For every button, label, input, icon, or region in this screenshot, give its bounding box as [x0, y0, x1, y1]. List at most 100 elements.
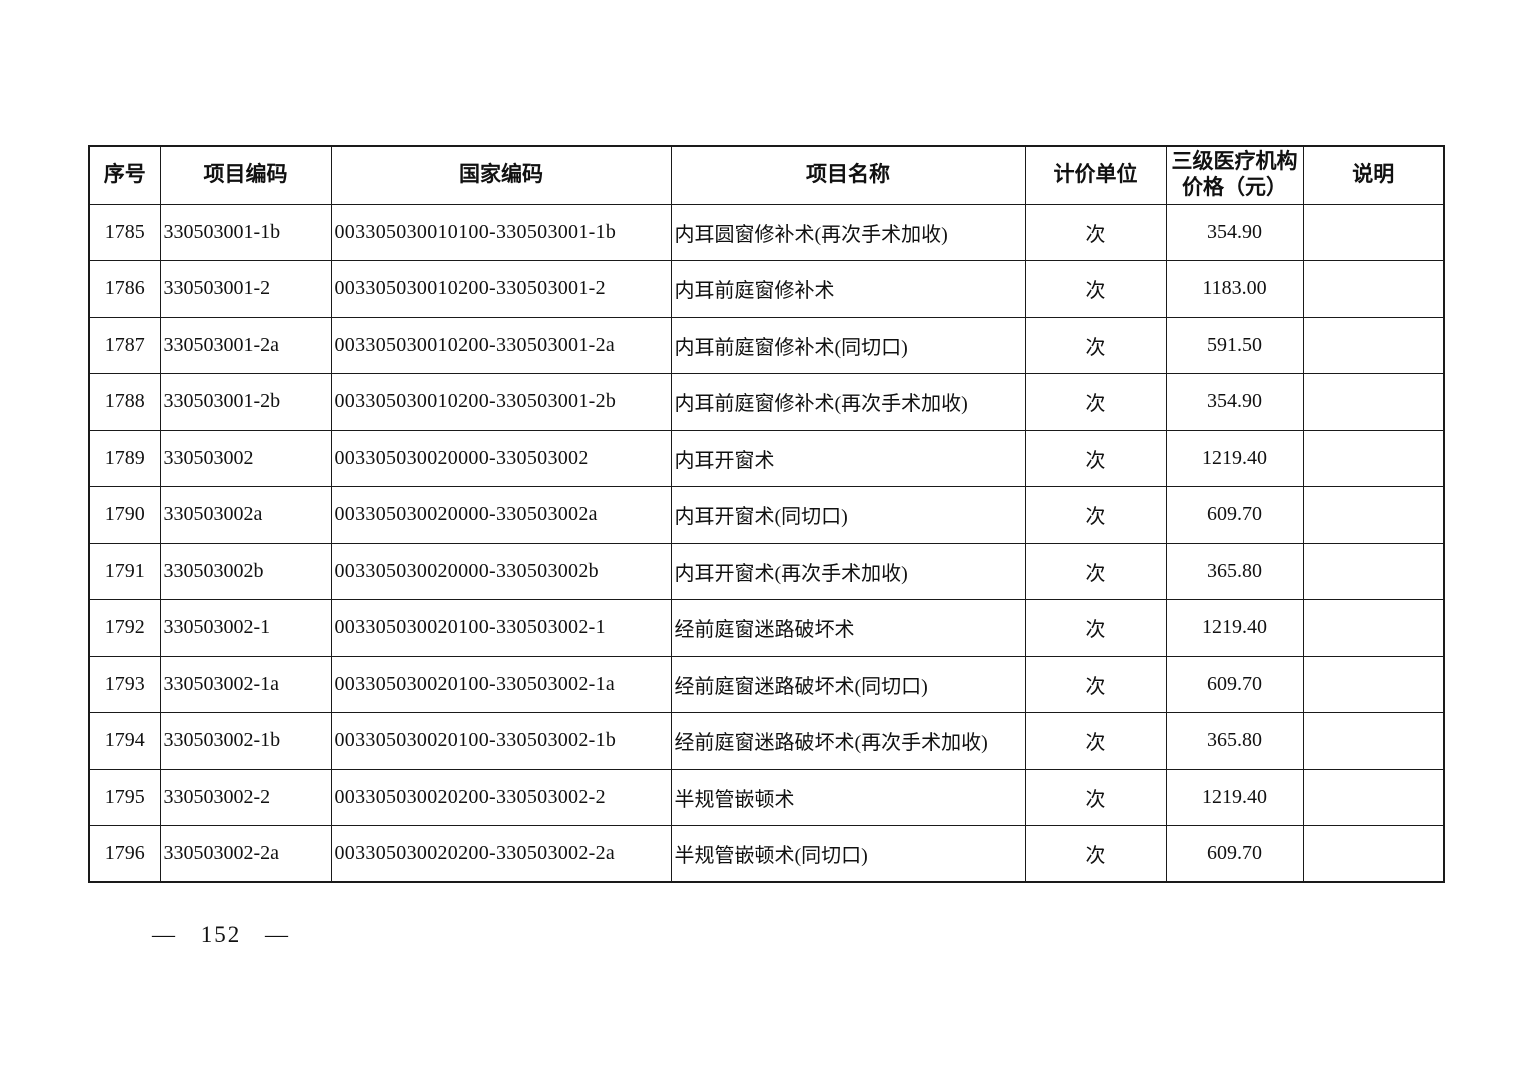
table-row: 1787 330503001-2a 003305030010200-33050300…	[88, 316, 1445, 374]
price-cell: 1219.40	[1165, 768, 1304, 826]
project-name-cell: 内耳圆窗修补术(再次手术加收)	[670, 203, 1026, 261]
header-row: 序号 项目编码 国家编码 项目名称 计价单位 三级医疗机构 价格（元） 说明	[88, 145, 1445, 205]
project-code-cell: 330503002a	[159, 486, 332, 544]
table-row: 1792 330503002-1 003305030020100-330503002…	[88, 599, 1445, 657]
note-cell	[1302, 768, 1445, 826]
note-cell	[1302, 712, 1445, 770]
national-code-cell: 003305030020200-330503002-2a	[330, 825, 672, 883]
project-code-cell: 330503001-2	[159, 260, 332, 318]
project-code-cell: 330503002-1a	[159, 655, 332, 713]
header-project-code: 项目编码	[159, 145, 332, 205]
project-code-cell: 330503001-2a	[159, 316, 332, 374]
price-cell: 1219.40	[1165, 429, 1304, 487]
project-name-cell: 内耳前庭窗修补术(再次手术加收)	[670, 373, 1026, 431]
national-code-cell: 003305030020100-330503002-1a	[330, 655, 672, 713]
seq-cell: 1792	[88, 599, 161, 657]
seq-cell: 1788	[88, 373, 161, 431]
header-price: 三级医疗机构 价格（元）	[1165, 145, 1304, 205]
project-name-cell: 经前庭窗迷路破坏术	[670, 599, 1026, 657]
seq-cell: 1786	[88, 260, 161, 318]
price-cell: 354.90	[1165, 373, 1304, 431]
seq-cell: 1793	[88, 655, 161, 713]
price-cell: 609.70	[1165, 486, 1304, 544]
national-code-cell: 003305030020100-330503002-1b	[330, 712, 672, 770]
price-cell: 609.70	[1165, 655, 1304, 713]
table-row: 1785 330503001-1b 003305030010100-33050300…	[88, 203, 1445, 261]
project-name-cell: 内耳开窗术(同切口)	[670, 486, 1026, 544]
table-body: 1785 330503001-1b 003305030010100-33050300…	[88, 203, 1445, 883]
header-national-code: 国家编码	[330, 145, 672, 205]
national-code-cell: 003305030020200-330503002-2	[330, 768, 672, 826]
header-seq: 序号	[88, 145, 161, 205]
national-code-cell: 003305030010200-330503001-2	[330, 260, 672, 318]
price-table: 序号 项目编码 国家编码 项目名称 计价单位 三级医疗机构 价格（元） 说明 1…	[88, 145, 1445, 883]
price-cell: 1219.40	[1165, 599, 1304, 657]
unit-cell: 次	[1024, 768, 1167, 826]
price-cell: 365.80	[1165, 542, 1304, 600]
price-table-container: 序号 项目编码 国家编码 项目名称 计价单位 三级医疗机构 价格（元） 说明 1…	[88, 145, 1445, 883]
seq-cell: 1785	[88, 203, 161, 261]
project-name-cell: 经前庭窗迷路破坏术(同切口)	[670, 655, 1026, 713]
table-row: 1790 330503002a 003305030020000-330503002a…	[88, 486, 1445, 544]
unit-cell: 次	[1024, 712, 1167, 770]
project-code-cell: 330503002-1b	[159, 712, 332, 770]
header-note: 说明	[1302, 145, 1445, 205]
header-project-name: 项目名称	[670, 145, 1026, 205]
unit-cell: 次	[1024, 429, 1167, 487]
note-cell	[1302, 373, 1445, 431]
note-cell	[1302, 316, 1445, 374]
unit-cell: 次	[1024, 203, 1167, 261]
note-cell	[1302, 203, 1445, 261]
project-code-cell: 330503002-1	[159, 599, 332, 657]
table-row: 1795 330503002-2 003305030020200-330503002…	[88, 768, 1445, 826]
price-cell: 609.70	[1165, 825, 1304, 883]
price-cell: 354.90	[1165, 203, 1304, 261]
note-cell	[1302, 825, 1445, 883]
seq-cell: 1787	[88, 316, 161, 374]
project-name-cell: 半规管嵌顿术	[670, 768, 1026, 826]
unit-cell: 次	[1024, 486, 1167, 544]
national-code-cell: 003305030020000-330503002b	[330, 542, 672, 600]
project-name-cell: 内耳开窗术	[670, 429, 1026, 487]
project-code-cell: 330503002-2	[159, 768, 332, 826]
project-name-cell: 经前庭窗迷路破坏术(再次手术加收)	[670, 712, 1026, 770]
table-row: 1793 330503002-1a 003305030020100-33050300…	[88, 655, 1445, 713]
note-cell	[1302, 655, 1445, 713]
national-code-cell: 003305030020000-330503002a	[330, 486, 672, 544]
table-header: 序号 项目编码 国家编码 项目名称 计价单位 三级医疗机构 价格（元） 说明	[88, 145, 1445, 205]
table-row: 1788 330503001-2b 003305030010200-33050300…	[88, 373, 1445, 431]
unit-cell: 次	[1024, 260, 1167, 318]
note-cell	[1302, 542, 1445, 600]
project-name-cell: 内耳开窗术(再次手术加收)	[670, 542, 1026, 600]
note-cell	[1302, 486, 1445, 544]
seq-cell: 1795	[88, 768, 161, 826]
page-number: — 152 —	[152, 922, 290, 947]
project-code-cell: 330503001-1b	[159, 203, 332, 261]
national-code-cell: 003305030020100-330503002-1	[330, 599, 672, 657]
price-cell: 591.50	[1165, 316, 1304, 374]
unit-cell: 次	[1024, 825, 1167, 883]
table-row: 1794 330503002-1b 003305030020100-33050300…	[88, 712, 1445, 770]
seq-cell: 1789	[88, 429, 161, 487]
price-cell: 1183.00	[1165, 260, 1304, 318]
project-code-cell: 330503002-2a	[159, 825, 332, 883]
table-row: 1796 330503002-2a 003305030020200-33050300…	[88, 825, 1445, 883]
table-row: 1791 330503002b 003305030020000-330503002b…	[88, 542, 1445, 600]
project-code-cell: 330503001-2b	[159, 373, 332, 431]
seq-cell: 1791	[88, 542, 161, 600]
price-cell: 365.80	[1165, 712, 1304, 770]
project-name-cell: 半规管嵌顿术(同切口)	[670, 825, 1026, 883]
national-code-cell: 003305030010200-330503001-2a	[330, 316, 672, 374]
seq-cell: 1790	[88, 486, 161, 544]
project-name-cell: 内耳前庭窗修补术	[670, 260, 1026, 318]
national-code-cell: 003305030020000-330503002	[330, 429, 672, 487]
unit-cell: 次	[1024, 599, 1167, 657]
unit-cell: 次	[1024, 542, 1167, 600]
table-row: 1789 330503002 003305030020000-330503002 内耳…	[88, 429, 1445, 487]
national-code-cell: 003305030010100-330503001-1b	[330, 203, 672, 261]
project-code-cell: 330503002	[159, 429, 332, 487]
project-name-cell: 内耳前庭窗修补术(同切口)	[670, 316, 1026, 374]
unit-cell: 次	[1024, 373, 1167, 431]
note-cell	[1302, 429, 1445, 487]
